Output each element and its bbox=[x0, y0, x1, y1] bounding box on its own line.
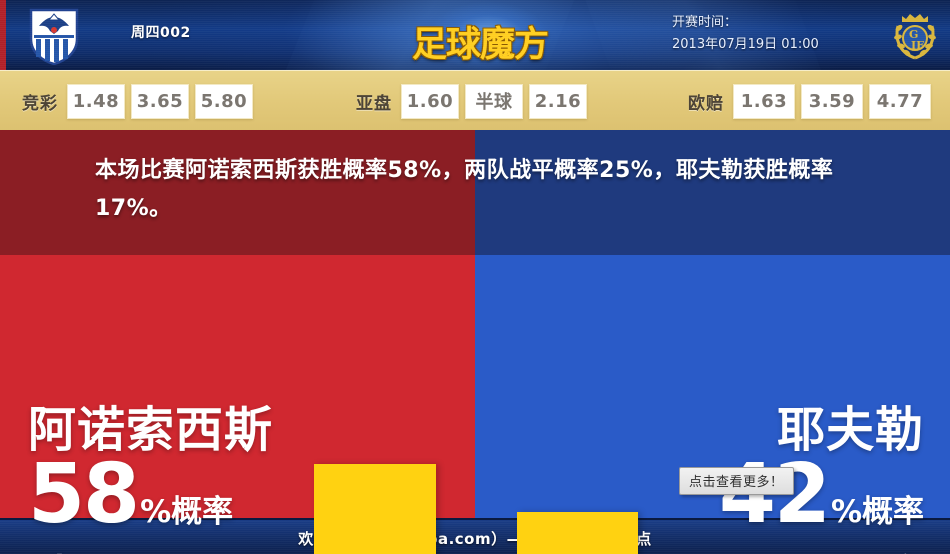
kickoff-time-block: 开赛时间： 2013年07月19日 01:00 bbox=[672, 12, 819, 56]
home-probability-line: 58 %概率 bbox=[28, 447, 273, 551]
handicap-value-home[interactable]: 1.60 bbox=[401, 83, 459, 119]
probability-summary-text: 本场比赛阿诺索西斯获胜概率58%，两队战平概率25%，耶夫勒获胜概率17%。 bbox=[95, 158, 834, 221]
header-bar: 周四002 足球魔方 开赛时间： 2013年07月19日 01:00 bbox=[0, 0, 950, 70]
home-outcome-label: 胜 bbox=[28, 547, 273, 554]
click-for-more-tooltip[interactable]: 点击查看更多！ bbox=[679, 467, 794, 495]
odds-bar: 竞彩 1.48 3.65 5.80 亚盘 1.60 半球 2.16 欧赔 1.6… bbox=[0, 70, 950, 132]
odds-group-oupei: 欧赔 1.63 3.59 4.77 bbox=[688, 71, 931, 131]
handicap-line[interactable]: 半球 bbox=[465, 83, 523, 119]
kickoff-value: 2013年07月19日 01:00 bbox=[672, 37, 819, 52]
svg-text:G: G bbox=[909, 28, 918, 41]
euro-odds-away[interactable]: 4.77 bbox=[869, 83, 931, 119]
away-probability-bar bbox=[517, 512, 638, 554]
odds-group-yapan: 亚盘 1.60 半球 2.16 bbox=[356, 71, 587, 131]
away-outcome-label: 不败 bbox=[719, 547, 924, 554]
brand-logo-text: 足球魔方 bbox=[412, 25, 549, 65]
odds-group-jingcai: 竞彩 1.48 3.65 5.80 bbox=[22, 71, 253, 131]
away-probability-suffix: %概率 bbox=[830, 494, 924, 530]
kickoff-label: 开赛时间： bbox=[672, 15, 738, 30]
odds-value-home[interactable]: 1.48 bbox=[67, 83, 125, 119]
home-team-block: 阿诺索西斯 58 %概率 胜 bbox=[28, 402, 273, 554]
home-side-panel bbox=[0, 130, 475, 518]
home-probability-suffix: %概率 bbox=[140, 494, 234, 530]
odds-group-label: 欧赔 bbox=[688, 93, 724, 114]
home-team-crest-icon bbox=[28, 7, 80, 66]
match-number: 周四002 bbox=[131, 25, 191, 41]
svg-text:IF: IF bbox=[911, 39, 924, 52]
away-team-crest-icon: G IF bbox=[890, 8, 940, 64]
away-team-name: 耶夫勒 bbox=[776, 402, 924, 458]
home-banner-background bbox=[0, 130, 475, 255]
probability-chart-area: 本场比赛阿诺索西斯获胜概率58%，两队战平概率25%，耶夫勒获胜概率17%。 阿… bbox=[0, 130, 950, 554]
footer-bar: 欢呼吧（huanhuba.com）— 特约专家本场观点 bbox=[0, 518, 950, 554]
euro-odds-home[interactable]: 1.63 bbox=[733, 83, 795, 119]
euro-odds-draw[interactable]: 3.59 bbox=[801, 83, 863, 119]
home-probability-bar bbox=[314, 464, 436, 554]
away-banner-background bbox=[475, 130, 950, 255]
brand-logo[interactable]: 足球魔方 bbox=[398, 0, 578, 70]
odds-value-away[interactable]: 5.80 bbox=[195, 83, 253, 119]
handicap-value-away[interactable]: 2.16 bbox=[529, 83, 587, 119]
home-probability-value: 58 bbox=[28, 447, 140, 542]
odds-group-label: 亚盘 bbox=[356, 93, 392, 114]
odds-group-label: 竞彩 bbox=[22, 93, 58, 114]
odds-value-draw[interactable]: 3.65 bbox=[131, 83, 189, 119]
header-accent-strip bbox=[0, 0, 6, 70]
home-team-name: 阿诺索西斯 bbox=[28, 402, 274, 458]
